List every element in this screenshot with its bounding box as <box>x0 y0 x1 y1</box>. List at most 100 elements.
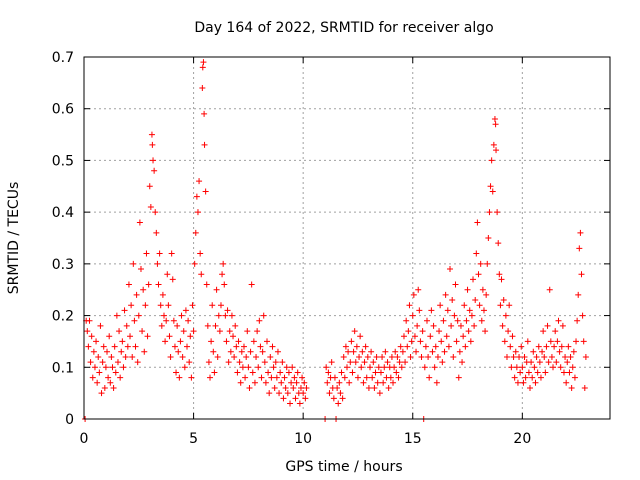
data-point <box>489 188 496 195</box>
x-tick-label: 10 <box>294 431 312 447</box>
data-point <box>211 369 218 376</box>
data-point <box>199 64 206 71</box>
data-point <box>436 328 443 335</box>
y-tick-label: 0.3 <box>52 257 74 273</box>
data-point <box>185 317 192 324</box>
data-point <box>135 312 142 319</box>
data-point <box>537 374 544 381</box>
data-point <box>287 400 294 407</box>
data-point <box>113 312 120 319</box>
data-point <box>162 338 169 345</box>
data-point <box>160 312 167 319</box>
data-point <box>323 364 330 371</box>
data-point <box>163 317 170 324</box>
data-point <box>283 364 290 371</box>
data-point <box>176 374 183 381</box>
data-point <box>145 281 152 288</box>
data-point <box>240 343 247 350</box>
data-point <box>372 369 379 376</box>
data-point <box>228 312 235 319</box>
data-point <box>492 121 499 128</box>
y-tick-label: 0 <box>65 412 74 428</box>
data-point <box>250 338 257 345</box>
x-tick-label: 5 <box>189 431 198 447</box>
data-point <box>338 369 345 376</box>
data-point <box>88 333 95 340</box>
data-point <box>404 343 411 350</box>
data-point <box>403 317 410 324</box>
data-point <box>395 374 402 381</box>
data-point <box>97 322 104 329</box>
data-point <box>326 390 333 397</box>
data-point <box>457 322 464 329</box>
data-point <box>545 359 552 366</box>
data-point <box>203 281 210 288</box>
data-point <box>521 353 528 360</box>
data-point <box>563 379 570 386</box>
data-point <box>525 369 532 376</box>
data-point <box>479 286 486 293</box>
data-point <box>94 379 101 386</box>
data-point <box>175 348 182 355</box>
data-point <box>548 353 555 360</box>
data-point <box>193 193 200 200</box>
data-point <box>293 379 300 386</box>
data-point <box>447 266 454 273</box>
data-point <box>358 364 365 371</box>
data-point <box>150 157 157 164</box>
y-tick-label: 0.5 <box>52 153 74 169</box>
data-point <box>238 348 245 355</box>
data-point <box>502 312 509 319</box>
data-point <box>441 348 448 355</box>
data-point <box>157 302 164 309</box>
data-point <box>131 317 138 324</box>
data-point <box>462 343 469 350</box>
data-point <box>149 141 156 148</box>
data-point <box>112 369 119 376</box>
data-point <box>514 379 521 386</box>
data-point <box>486 209 493 216</box>
data-point <box>369 374 376 381</box>
data-point <box>148 131 155 138</box>
data-point <box>571 374 578 381</box>
data-point <box>151 167 158 174</box>
data-point <box>123 322 130 329</box>
data-point <box>236 359 243 366</box>
data-point <box>99 359 106 366</box>
data-point <box>266 390 273 397</box>
data-point <box>576 245 583 252</box>
data-point <box>324 379 331 386</box>
data-point <box>301 379 308 386</box>
data-point <box>430 322 437 329</box>
data-point <box>134 359 141 366</box>
data-point <box>532 379 539 386</box>
data-point <box>350 348 357 355</box>
data-point <box>498 276 505 283</box>
data-point <box>221 281 228 288</box>
data-point <box>509 333 516 340</box>
data-point <box>348 338 355 345</box>
data-point <box>370 359 377 366</box>
data-point <box>421 364 428 371</box>
data-point <box>93 338 100 345</box>
data-point <box>380 379 387 386</box>
data-point <box>454 317 461 324</box>
data-point <box>349 369 356 376</box>
data-point <box>543 343 550 350</box>
data-point <box>281 374 288 381</box>
data-point <box>409 312 416 319</box>
data-point <box>261 359 268 366</box>
data-point <box>475 271 482 278</box>
plot-frame <box>83 56 611 420</box>
data-point <box>330 395 337 402</box>
data-point <box>336 379 343 386</box>
data-point <box>262 379 269 386</box>
y-tick-label: 0.6 <box>52 102 74 118</box>
data-point <box>179 353 186 360</box>
data-point <box>456 348 463 355</box>
data-point <box>377 369 384 376</box>
data-point <box>340 353 347 360</box>
data-point <box>297 384 304 391</box>
data-point <box>197 250 204 257</box>
